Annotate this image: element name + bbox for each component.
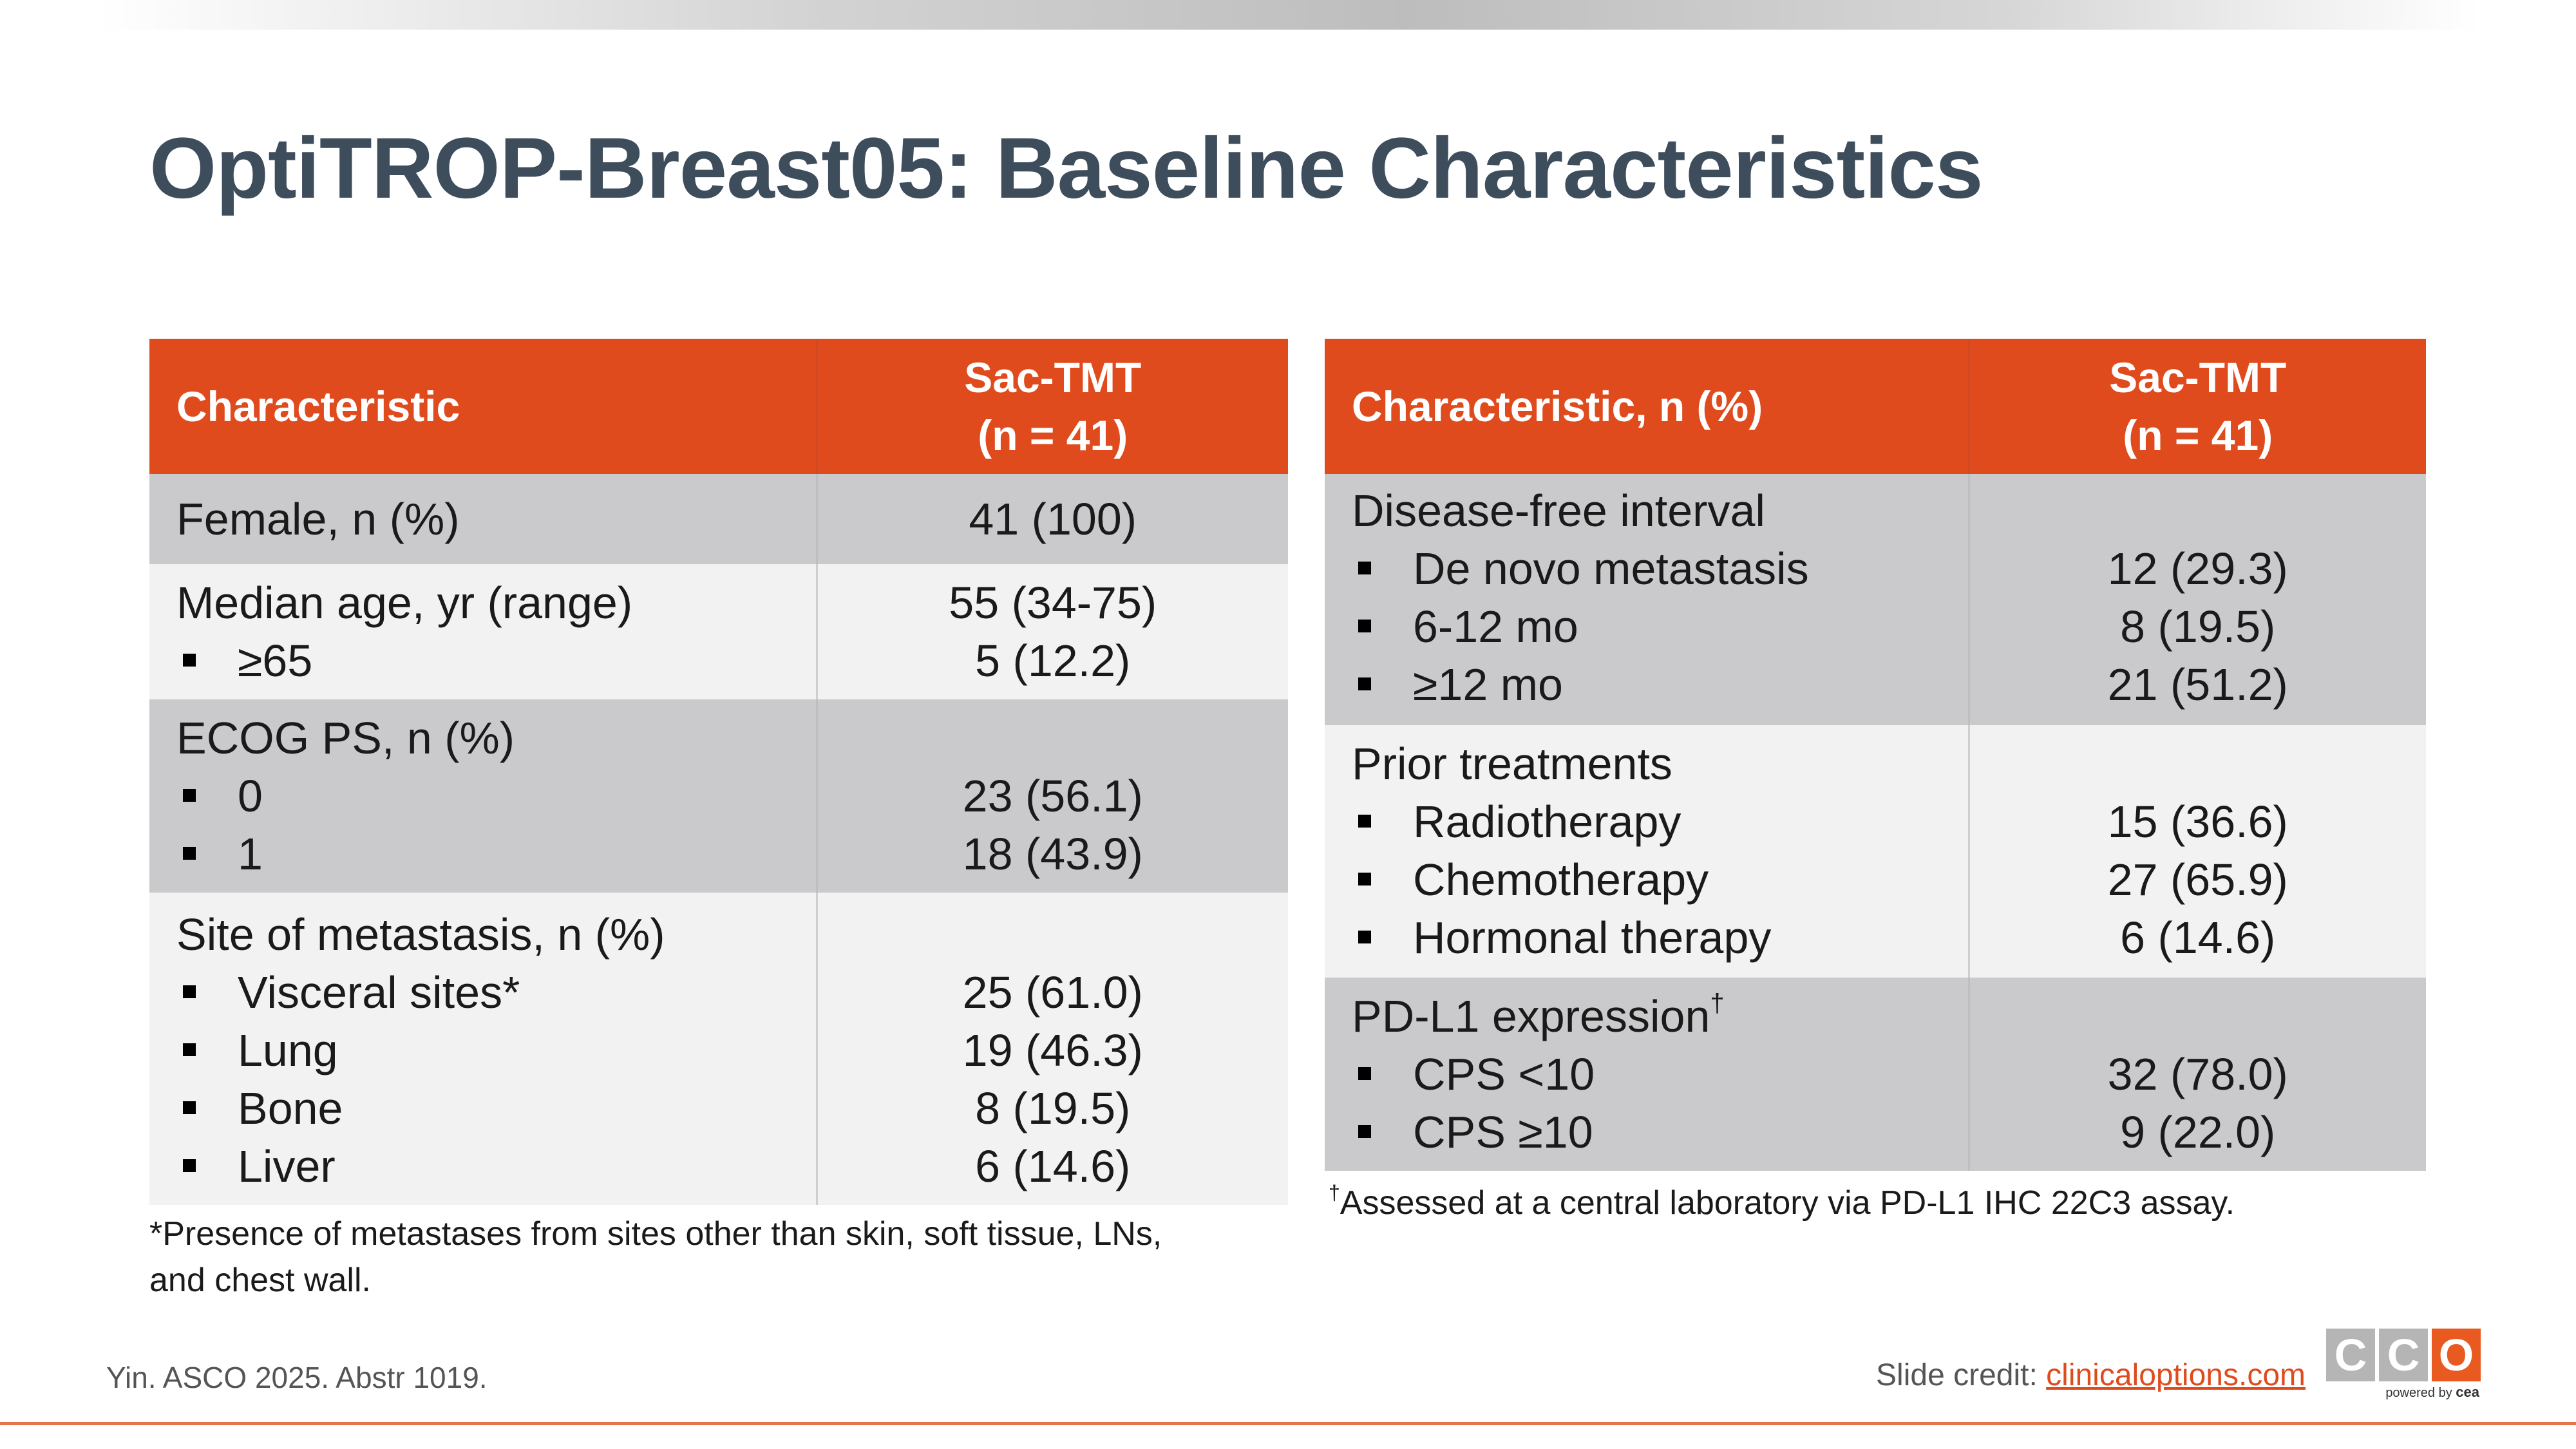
header-arm-n: (n = 41): [978, 412, 1128, 459]
logo-letter-c1: C: [2326, 1329, 2375, 1381]
row-label: PD-L1 expression†: [1352, 987, 1968, 1045]
slide-title: OptiTROP-Breast05: Baseline Characterist…: [149, 120, 1984, 216]
bullet-label: Radiotherapy: [1352, 793, 1968, 851]
bullet-label: Liver: [176, 1137, 816, 1195]
table-row: PD-L1 expression† CPS <10 CPS ≥10 32 (78…: [1325, 978, 2426, 1171]
footnote-left-line2: and chest wall.: [149, 1262, 371, 1299]
bullet-label: Visceral sites*: [176, 963, 816, 1021]
table-header-row: Characteristic Sac-TMT (n = 41): [149, 339, 1288, 474]
row-label: ECOG PS, n (%): [176, 713, 515, 763]
table-row: Median age, yr (range) ≥65 55 (34-75) 5 …: [149, 564, 1288, 699]
logo-tagline: powered by cea: [2326, 1384, 2479, 1401]
bullet-value: 23 (56.1): [962, 771, 1143, 821]
row-label: Female, n (%): [176, 494, 460, 544]
bullet-label: 0: [176, 767, 816, 825]
header-arm-name: Sac-TMT: [2109, 354, 2287, 401]
footnote-right-text: Assessed at a central laboratory via PD-…: [1340, 1184, 2235, 1222]
top-gradient-bar: [97, 0, 2479, 30]
table-row: Prior treatments Radiotherapy Chemothera…: [1325, 725, 2426, 978]
bullet-label: Lung: [176, 1021, 816, 1079]
table-row: Disease-free interval De novo metastasis…: [1325, 474, 2426, 725]
row-label-text: PD-L1 expression: [1352, 991, 1710, 1041]
header-characteristic: Characteristic: [149, 339, 817, 474]
header-sac-tmt: Sac-TMT (n = 41): [1967, 339, 2426, 474]
dagger-mark: †: [1710, 989, 1725, 1018]
bullet-value: 6 (14.6): [975, 1141, 1131, 1191]
footnote-right: †Assessed at a central laboratory via PD…: [1329, 1180, 2462, 1226]
bullet-label: Bone: [176, 1079, 816, 1137]
bullet-value: 12 (29.3): [2107, 544, 2288, 594]
bullet-label: ≥12 mo: [1352, 656, 1968, 714]
header-arm-name: Sac-TMT: [964, 354, 1142, 401]
slide-credit-label: Slide credit:: [1876, 1358, 2047, 1392]
bullet-value: 27 (65.9): [2107, 855, 2288, 905]
bullet-value: 6 (14.6): [2120, 913, 2276, 963]
bullet-label: CPS ≥10: [1352, 1103, 1968, 1161]
bullet-value: 8 (19.5): [2120, 601, 2276, 652]
bullet-value: 9 (22.0): [2120, 1107, 2276, 1157]
slide-credit: Slide credit: clinicaloptions.com: [1876, 1358, 2306, 1393]
bullet-value: 25 (61.0): [962, 967, 1143, 1018]
table-row: Female, n (%) 41 (100): [149, 474, 1288, 564]
bullet-label: Hormonal therapy: [1352, 909, 1968, 967]
clinicaloptions-link[interactable]: clinicaloptions.com: [2046, 1358, 2306, 1392]
row-label: Site of metastasis, n (%): [176, 909, 665, 960]
logo-tag-brand: cea: [2456, 1384, 2479, 1400]
bullet-label: ≥65: [176, 632, 816, 690]
bottom-accent-line: [0, 1422, 2576, 1425]
row-value: 55 (34-75): [949, 578, 1157, 628]
logo-letter-c2: C: [2379, 1329, 2428, 1381]
header-characteristic-n: Characteristic, n (%): [1325, 339, 1969, 474]
bullet-value: 8 (19.5): [975, 1083, 1131, 1133]
row-label: Prior treatments: [1352, 739, 1672, 789]
bullet-value: 5 (12.2): [975, 636, 1131, 686]
bullet-label: 6-12 mo: [1352, 598, 1968, 656]
bullet-label: 1: [176, 825, 816, 883]
bullet-label: De novo metastasis: [1352, 540, 1968, 598]
logo-tag-prefix: powered by: [2385, 1386, 2452, 1400]
baseline-table-left: Characteristic Sac-TMT (n = 41) Female, …: [149, 339, 1288, 1205]
bullet-value: 21 (51.2): [2107, 659, 2288, 710]
bullet-value: 15 (36.6): [2107, 797, 2288, 847]
bullet-label: Chemotherapy: [1352, 851, 1968, 909]
header-sac-tmt: Sac-TMT (n = 41): [815, 339, 1288, 474]
bullet-label: CPS <10: [1352, 1045, 1968, 1103]
footnote-left-line1: *Presence of metastases from sites other…: [149, 1215, 1162, 1253]
cco-logo: C C O powered by cea: [2326, 1329, 2483, 1401]
logo-letter-o: O: [2432, 1329, 2481, 1381]
table-row: ECOG PS, n (%) 0 1 23 (56.1) 18 (43.9): [149, 699, 1288, 893]
row-value: 41 (100): [969, 494, 1137, 544]
citation: Yin. ASCO 2025. Abstr 1019.: [106, 1361, 488, 1394]
row-label: Disease-free interval: [1352, 486, 1765, 536]
footnote-dagger: †: [1329, 1181, 1340, 1204]
header-arm-n: (n = 41): [2123, 412, 2273, 459]
bullet-value: 19 (46.3): [962, 1025, 1143, 1075]
row-label: Median age, yr (range): [176, 578, 633, 628]
footnote-left: *Presence of metastases from sites other…: [149, 1211, 1283, 1303]
bullet-value: 32 (78.0): [2107, 1049, 2288, 1099]
bullet-value: 18 (43.9): [962, 829, 1143, 879]
baseline-table-right: Characteristic, n (%) Sac-TMT (n = 41) D…: [1325, 339, 2426, 1171]
table-row: Site of metastasis, n (%) Visceral sites…: [149, 893, 1288, 1205]
table-header-row: Characteristic, n (%) Sac-TMT (n = 41): [1325, 339, 2426, 474]
